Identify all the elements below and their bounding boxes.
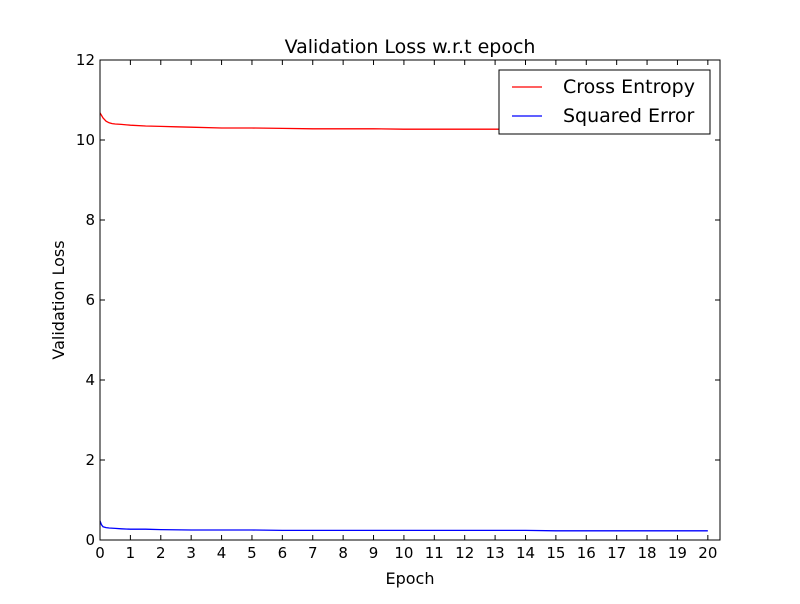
plot-frame <box>99 59 721 541</box>
y-tick-label: 4 <box>85 371 95 389</box>
x-tick-label: 6 <box>278 544 288 562</box>
x-tick-label: 12 <box>455 544 474 562</box>
legend-frame <box>498 69 711 135</box>
series-line-squared-error <box>99 520 708 532</box>
y-tick-label: 2 <box>85 451 95 469</box>
y-tick-label: 12 <box>76 51 95 69</box>
x-tick-label: 3 <box>186 544 196 562</box>
x-tick-label: 14 <box>516 544 535 562</box>
x-tick-label: 1 <box>126 544 136 562</box>
x-tick-label: 2 <box>156 544 166 562</box>
x-tick-label: 4 <box>217 544 227 562</box>
x-tick-label: 11 <box>425 544 444 562</box>
x-tick-label: 18 <box>638 544 657 562</box>
legend: Cross Entropy Squared Error <box>498 69 711 135</box>
x-tick-label: 20 <box>698 544 717 562</box>
x-tick-label: 9 <box>369 544 379 562</box>
x-tick-label: 15 <box>546 544 565 562</box>
x-tick-label: 0 <box>95 544 105 562</box>
chart-title: Validation Loss w.r.t epoch <box>285 36 536 58</box>
y-axis-label: Validation Loss <box>49 240 68 359</box>
y-tick-label: 10 <box>76 131 95 149</box>
x-tick-label: 5 <box>247 544 257 562</box>
x-tick-label: 10 <box>394 544 413 562</box>
x-tick-label: 13 <box>486 544 505 562</box>
x-tick-label: 16 <box>577 544 596 562</box>
x-tick-label: 17 <box>607 544 626 562</box>
y-tick-label: 6 <box>85 291 95 309</box>
x-axis-label: Epoch <box>386 569 435 588</box>
legend-entry-label: Squared Error <box>563 105 694 127</box>
legend-entry-label: Cross Entropy <box>563 76 695 98</box>
x-tick-label: 7 <box>308 544 318 562</box>
y-tick-label: 0 <box>85 531 95 549</box>
x-tick-label: 8 <box>338 544 348 562</box>
y-tick-label: 8 <box>85 211 95 229</box>
x-tick-label: 19 <box>668 544 687 562</box>
